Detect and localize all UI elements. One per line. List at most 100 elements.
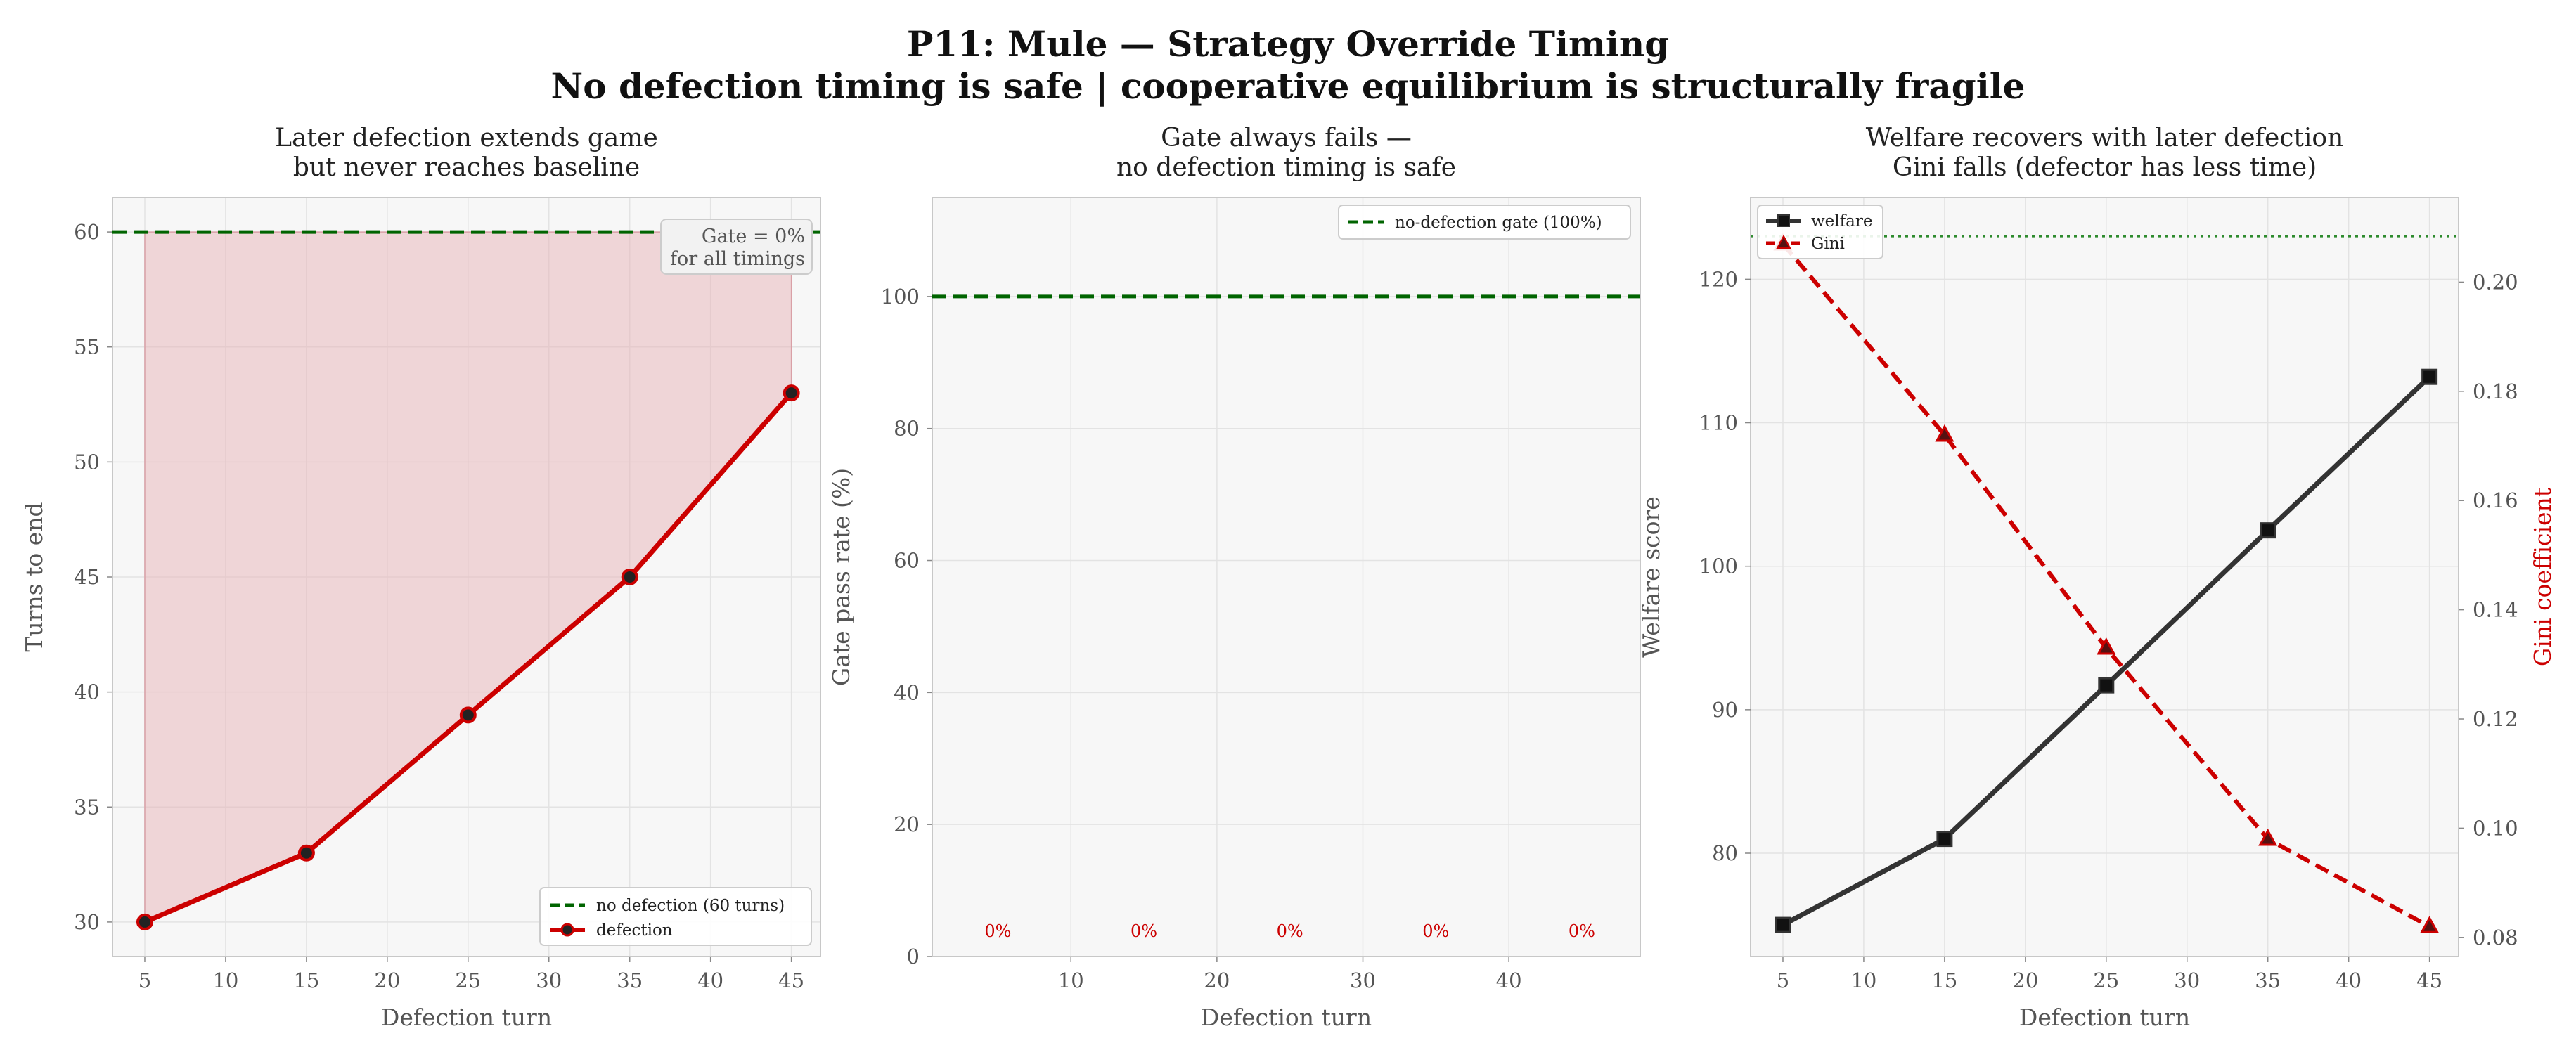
x-tick-label: 35: [617, 968, 643, 992]
panel-turns-to-end: 5 10 15 20 25 30 35 40 45 30 35 40 45 50 55 60 Later def…: [20, 124, 821, 1031]
x-tick-label: 45: [2416, 968, 2442, 992]
y-tick-label: 120: [1699, 267, 1738, 291]
x-tick-label: 5: [139, 968, 151, 992]
welfare-point: [2260, 522, 2276, 539]
defection-point: [297, 844, 315, 862]
x-tick-label: 25: [2093, 968, 2119, 992]
y-tick-label: 30: [74, 910, 100, 934]
axes-frame: [932, 197, 1641, 957]
y-tick-label: 0: [907, 945, 920, 968]
legend-welfare-marker: [1777, 214, 1790, 227]
legend-welfare-label: welfare: [1811, 212, 1873, 231]
y2-tick-label: 0.08: [2473, 926, 2518, 949]
y-axis-label: Gate pass rate (%): [827, 468, 855, 686]
y-tick-label: 110: [1699, 411, 1738, 435]
legend-defection-marker: [560, 923, 574, 937]
x-tick-label: 30: [1350, 968, 1376, 992]
x-tick-label: 15: [293, 968, 319, 992]
y-tick-label: 60: [894, 549, 920, 573]
gini-point: [1935, 424, 1954, 442]
welfare-point: [1775, 916, 1791, 933]
y2-tick-label: 0.10: [2473, 816, 2518, 840]
x-tick-label: 40: [1496, 968, 1522, 992]
y2-tick-label: 0.20: [2473, 270, 2518, 294]
defection-point: [783, 384, 800, 402]
x-tick-label: 35: [2255, 968, 2281, 992]
x-tick-label: 5: [1777, 968, 1789, 992]
y-tick-label: 80: [894, 417, 920, 441]
x-tick-label: 10: [212, 968, 238, 992]
gini-point: [2258, 828, 2278, 846]
x-tick-label: 30: [536, 968, 562, 992]
panel-title-line: no defection timing is safe: [1116, 153, 1456, 182]
y-tick-label: 40: [74, 680, 100, 704]
defection-point: [621, 569, 638, 585]
gate-bar-label: 0%: [1277, 921, 1303, 941]
y2-tick-label: 0.16: [2473, 488, 2518, 512]
welfare-point: [2421, 368, 2438, 385]
defection-point: [136, 913, 153, 930]
y-tick-label: 40: [894, 680, 920, 704]
gate-bar-label: 0%: [984, 921, 1011, 941]
panel-title-line: Welfare recovers with later defection: [1866, 124, 2344, 153]
x-tick-label: 20: [2012, 968, 2038, 992]
legend-baseline-label: no defection (60 turns): [596, 897, 785, 915]
x-tick-label: 20: [374, 968, 400, 992]
gate-bar-label: 0%: [1569, 921, 1595, 941]
legend-gini-label: Gini: [1811, 235, 1845, 253]
gate-bar-label: 0%: [1131, 921, 1157, 941]
y-axis-label: Welfare score: [1637, 496, 1665, 658]
y-tick-label: 55: [74, 335, 100, 359]
panel-title-line: Gate always fails —: [1161, 124, 1412, 153]
legend-gini-marker: [1776, 234, 1791, 249]
figure-suptitle-line1: P11: Mule — Strategy Override Timing: [907, 23, 1669, 65]
x-tick-label: 30: [2174, 968, 2200, 992]
y-tick-label: 60: [74, 220, 100, 244]
x-tick-label: 45: [778, 968, 804, 992]
y-tick-label: 35: [74, 795, 100, 819]
y-tick-label: 45: [74, 565, 100, 589]
panel-title-line: Later defection extends game: [275, 124, 658, 153]
x-axis-label: Defection turn: [1201, 1004, 1372, 1031]
x-tick-label: 40: [697, 968, 723, 992]
y-tick-label: 100: [881, 285, 920, 309]
gate-annotation-text: Gate = 0%: [702, 226, 805, 247]
x-tick-label: 20: [1204, 968, 1230, 992]
panel-welfare-gini: 5 10 15 20 25 30 35 40 45 80 90 100 110 120 Welfare re…: [1637, 124, 2556, 1031]
legend-gate-label: no-defection gate (100%): [1395, 214, 1602, 232]
y-tick-label: 50: [74, 450, 100, 474]
y-tick-label: 80: [1712, 841, 1738, 865]
figure-suptitle-line2: No defection timing is safe | cooperativ…: [551, 65, 2026, 108]
defection-point: [459, 706, 477, 724]
welfare-point: [1936, 831, 1953, 848]
welfare-point: [2098, 677, 2115, 694]
panel-title-line: but never reaches baseline: [293, 153, 640, 182]
x-tick-label: 10: [1058, 968, 1084, 992]
y2-tick-label: 0.14: [2473, 598, 2518, 622]
x-tick-label: 40: [2336, 968, 2362, 992]
panel-title-line: Gini falls (defector has less time): [1893, 153, 2317, 182]
y-tick-label: 90: [1712, 698, 1738, 722]
legend-box: [1338, 205, 1631, 240]
axes-frame: [1750, 197, 2459, 957]
y2-axis-label: Gini coefficient: [2529, 488, 2556, 666]
y2-tick-label: 0.18: [2473, 380, 2518, 403]
y-tick-label: 100: [1699, 555, 1738, 578]
x-tick-label: 15: [1931, 968, 1957, 992]
gate-annotation-box: [660, 219, 813, 275]
y2-tick-label: 0.12: [2473, 707, 2518, 731]
legend-box: [539, 887, 812, 946]
gini-point: [2097, 637, 2116, 655]
plot-area: [932, 197, 1640, 957]
x-axis-label: Defection turn: [2019, 1004, 2190, 1031]
y-axis-label: Turns to end: [20, 502, 48, 651]
plot-area: [1751, 197, 2459, 957]
x-tick-label: 10: [1850, 968, 1876, 992]
x-tick-label: 25: [455, 968, 481, 992]
gini-point: [2420, 916, 2440, 933]
x-axis-label: Defection turn: [381, 1004, 552, 1031]
y-tick-label: 20: [894, 812, 920, 836]
gate-annotation-text: for all timings: [670, 248, 805, 270]
